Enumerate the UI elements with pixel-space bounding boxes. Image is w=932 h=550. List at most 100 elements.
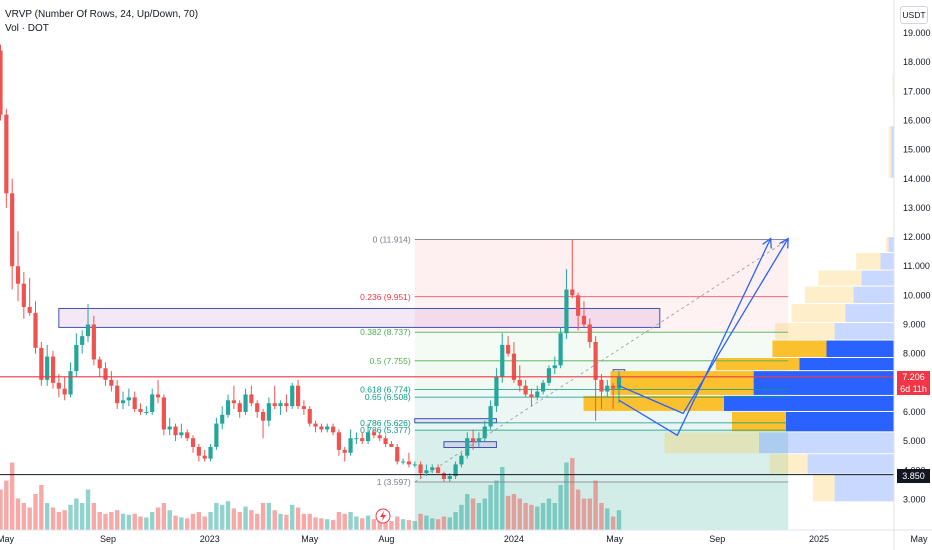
candle-body (453, 464, 458, 477)
time-tick-label: 2024 (504, 534, 524, 544)
candle-body (412, 464, 417, 466)
volume-bar (435, 519, 441, 530)
volume-legend[interactable]: Vol · DOT (5, 23, 49, 34)
volume-bar (243, 506, 248, 530)
volume-bar (290, 504, 295, 530)
vp-up-bar (799, 358, 894, 371)
candle-body (167, 426, 172, 430)
candle-body (196, 446, 201, 456)
vp-up-bar (888, 237, 894, 253)
vp-up-bar (853, 286, 894, 304)
candle-body (494, 376, 499, 407)
candle-body (4, 114, 9, 194)
volume-bar (220, 504, 225, 530)
volume-bar (144, 517, 149, 530)
candle-body (237, 403, 242, 412)
candle-body (576, 295, 581, 316)
zone-rect[interactable] (414, 418, 497, 424)
time-tick-label: May (606, 534, 624, 544)
fib-band (414, 296, 789, 333)
fib-label: 0.236 (9.951) (360, 292, 411, 302)
volume-bar (552, 503, 557, 530)
volume-bar (418, 513, 423, 530)
price-tick-label: 17.000 (903, 86, 931, 96)
volume-bar (301, 513, 307, 530)
vp-down-bar (769, 454, 808, 474)
candle-body (243, 394, 248, 412)
fib-label: 0.618 (6.774) (360, 384, 411, 394)
volume-bar (406, 520, 412, 530)
vp-up-bar (786, 411, 894, 432)
fib-band (414, 422, 789, 431)
candle-body (132, 397, 137, 410)
vp-up-bar (834, 323, 894, 340)
candle-body (319, 426, 324, 430)
volume-bar (412, 521, 417, 530)
volume-bar (272, 510, 277, 530)
zone-rect[interactable] (58, 307, 661, 328)
volume-bar (185, 518, 190, 530)
price-tick-label: 10.000 (903, 290, 931, 300)
vp-down-bar (715, 358, 800, 371)
volume-bar (278, 513, 283, 530)
price-tick-label: 12.000 (903, 232, 931, 242)
price-tick-label: 6.000 (903, 407, 926, 417)
lightning-icon[interactable] (375, 508, 391, 524)
candle-body (541, 382, 546, 392)
volume-bar (208, 512, 213, 530)
vp-up-bar (845, 304, 894, 323)
projection-path[interactable] (618, 238, 772, 437)
volume-bar (97, 512, 102, 530)
volume-bar (225, 501, 231, 530)
candle-body (74, 344, 79, 372)
fib-label: 0.786 (5.377) (360, 425, 411, 435)
volume-bar (196, 512, 202, 530)
projection-path[interactable] (618, 238, 789, 415)
candle-body (97, 359, 102, 369)
volume-bar (575, 489, 581, 530)
volume-bar (546, 498, 552, 530)
fib-band (414, 239, 789, 297)
candle-body (389, 444, 394, 447)
candle-body (150, 394, 155, 412)
volume-bar (535, 506, 540, 530)
volume-bar (470, 498, 476, 530)
price-axis[interactable]: 19.000 18.000 17.000 16.000 15.000 14.000 13.0… (903, 28, 931, 504)
candle-body (593, 341, 598, 380)
candle-body (570, 289, 575, 296)
candle-body (348, 438, 353, 453)
volume-bar (9, 462, 15, 530)
volume-bar (395, 516, 400, 530)
candle-body (418, 464, 423, 474)
candle-body (447, 476, 452, 479)
candle-body (587, 324, 592, 342)
indicator-legend[interactable]: VRVP (Number Of Rows, 24, Up/Down, 70) (5, 9, 199, 20)
candle-body (266, 403, 271, 421)
currency-unit-button[interactable]: USDT (900, 6, 928, 24)
candle-body (430, 467, 435, 471)
volume-bar (33, 494, 38, 530)
volume-bar (377, 520, 382, 530)
candle-body (424, 470, 429, 474)
volume-bar (558, 485, 563, 530)
price-tick-label: 11.000 (903, 261, 930, 271)
candle-body (599, 379, 604, 392)
zones-layer[interactable] (58, 307, 661, 449)
zone-rect[interactable] (443, 441, 497, 449)
volume-bar (389, 521, 394, 530)
fib-label: 0.5 (7.755) (370, 356, 411, 366)
current-price-value: 7.206 (902, 372, 925, 382)
volume-bar (505, 495, 511, 530)
volume-bar (500, 467, 505, 530)
projection-arrows[interactable] (618, 237, 789, 437)
candle-body (33, 312, 38, 348)
volume-bar (149, 512, 155, 530)
candle-body (336, 432, 342, 450)
time-axis[interactable]: MaySep2023MayAug2024MaySep2025MaySep2026… (0, 534, 932, 544)
candle-body (529, 394, 534, 398)
volume-bar (27, 507, 32, 530)
candle-body (120, 400, 126, 404)
volume-bar (400, 519, 406, 530)
vp-down-bar (732, 411, 786, 432)
